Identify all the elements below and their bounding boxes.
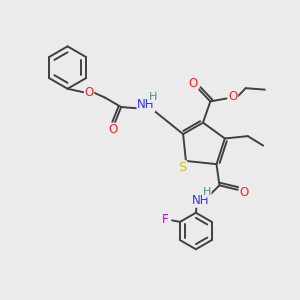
Text: O: O	[240, 186, 249, 199]
Text: H: H	[149, 92, 158, 102]
Text: O: O	[84, 86, 94, 99]
Text: O: O	[189, 77, 198, 90]
Text: O: O	[109, 123, 118, 136]
Text: H: H	[202, 187, 211, 197]
Text: NH: NH	[137, 98, 154, 111]
Text: NH: NH	[192, 194, 210, 207]
Text: F: F	[162, 213, 169, 226]
Text: S: S	[178, 161, 187, 174]
Text: O: O	[228, 91, 238, 103]
